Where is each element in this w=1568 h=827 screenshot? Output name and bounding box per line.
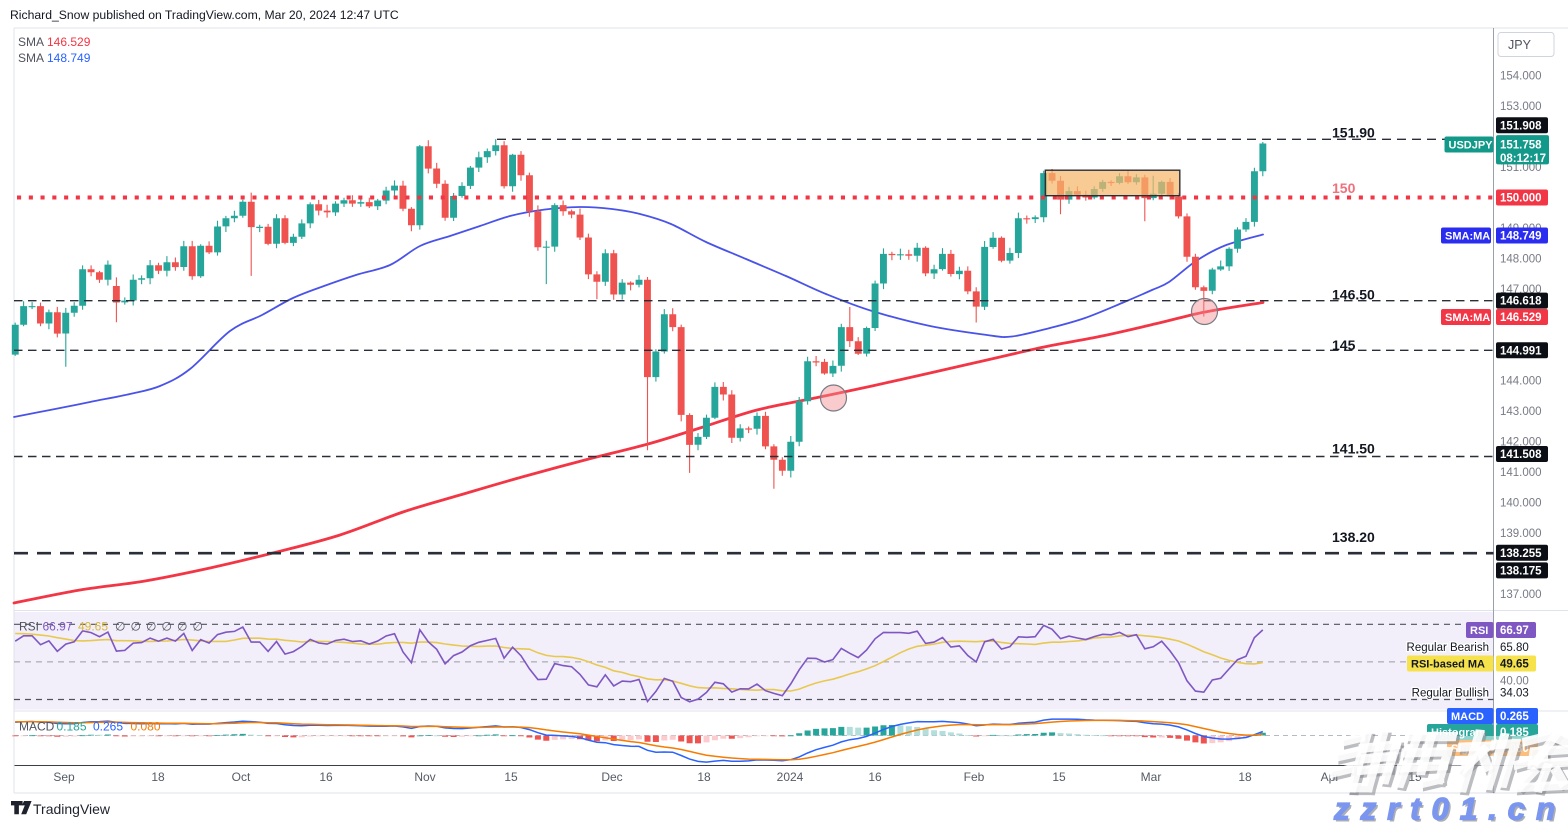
svg-text:150: 150 [1332, 180, 1356, 196]
svg-text:∅: ∅ [193, 620, 203, 634]
svg-text:15: 15 [1052, 770, 1066, 784]
svg-text:Regular Bullish: Regular Bullish [1412, 688, 1489, 700]
svg-text:∅: ∅ [131, 620, 141, 634]
svg-text:16: 16 [868, 770, 882, 784]
svg-text:18: 18 [151, 770, 165, 784]
svg-text:TradingView: TradingView [33, 801, 111, 817]
svg-text:146.529: 146.529 [47, 35, 91, 49]
svg-text:0.080: 0.080 [131, 720, 161, 734]
svg-text:144.000: 144.000 [1500, 376, 1542, 388]
svg-text:SMA: SMA [18, 35, 44, 49]
svg-text:MACD: MACD [1451, 711, 1484, 723]
svg-text:143.000: 143.000 [1500, 406, 1542, 418]
svg-text:JPY: JPY [1508, 38, 1532, 52]
svg-text:146.50: 146.50 [1332, 287, 1375, 303]
svg-text:Mar: Mar [1141, 770, 1162, 784]
svg-text:18: 18 [697, 770, 711, 784]
svg-text:RSI: RSI [1470, 625, 1488, 637]
svg-text:RSI-based MA: RSI-based MA [1411, 659, 1485, 671]
svg-text:148.749: 148.749 [47, 51, 91, 65]
svg-text:151.000: 151.000 [1500, 162, 1542, 174]
svg-text:08:12:17: 08:12:17 [1500, 153, 1546, 165]
svg-text:∅: ∅ [177, 620, 187, 634]
svg-text:141.508: 141.508 [1500, 449, 1542, 461]
svg-text:zzrt01.cn: zzrt01.cn [1333, 791, 1566, 827]
svg-text:2024: 2024 [777, 770, 804, 784]
svg-text:49.65: 49.65 [1500, 659, 1529, 671]
svg-text:146.618: 146.618 [1500, 296, 1542, 308]
svg-text:150.000: 150.000 [1500, 193, 1542, 205]
svg-text:15: 15 [504, 770, 518, 784]
svg-text:66.97: 66.97 [43, 620, 73, 634]
svg-text:145: 145 [1332, 337, 1356, 353]
svg-text:141.000: 141.000 [1500, 467, 1542, 479]
svg-text:148.000: 148.000 [1500, 254, 1542, 266]
svg-text:138.175: 138.175 [1500, 565, 1542, 577]
svg-text:153.000: 153.000 [1500, 101, 1542, 113]
svg-text:∅: ∅ [146, 620, 156, 634]
svg-text:16: 16 [319, 770, 333, 784]
svg-text:USDJPY: USDJPY [1449, 140, 1494, 152]
svg-text:40.00: 40.00 [1500, 676, 1529, 688]
svg-text:0.265: 0.265 [1500, 711, 1529, 723]
svg-text:Feb: Feb [964, 770, 985, 784]
svg-text:MACD: MACD [19, 720, 55, 734]
svg-text:∅: ∅ [162, 620, 172, 634]
svg-text:154.000: 154.000 [1500, 71, 1542, 83]
svg-text:138.255: 138.255 [1500, 548, 1542, 560]
svg-text:Sep: Sep [53, 770, 75, 784]
svg-text:137.000: 137.000 [1500, 589, 1542, 601]
svg-text:zzrt01.cn: zzrt01.cn [1335, 793, 1568, 827]
svg-text:SMA:MA: SMA:MA [1445, 231, 1490, 243]
svg-text:151.908: 151.908 [1500, 120, 1542, 132]
svg-text:Richard_Snow published on Trad: Richard_Snow published on TradingView.co… [10, 8, 399, 22]
svg-text:141.50: 141.50 [1332, 441, 1375, 457]
svg-text:139.000: 139.000 [1500, 528, 1542, 540]
svg-text:∅: ∅ [115, 620, 125, 634]
svg-text:140.000: 140.000 [1500, 498, 1542, 510]
svg-text:Regular Bearish: Regular Bearish [1407, 642, 1489, 654]
svg-text:Nov: Nov [414, 770, 435, 784]
svg-text:34.03: 34.03 [1500, 688, 1529, 700]
svg-text:Dec: Dec [601, 770, 622, 784]
svg-text:SMA: SMA [18, 51, 44, 65]
svg-text:151.758: 151.758 [1500, 140, 1542, 152]
svg-text:RSI: RSI [19, 620, 39, 634]
svg-text:Oct: Oct [232, 770, 251, 784]
svg-text:144.991: 144.991 [1500, 345, 1542, 357]
svg-text:18: 18 [1238, 770, 1252, 784]
svg-text:65.80: 65.80 [1500, 642, 1529, 654]
svg-text:138.20: 138.20 [1332, 529, 1375, 545]
svg-text:0.185: 0.185 [57, 720, 87, 734]
svg-text:148.749: 148.749 [1500, 231, 1542, 243]
svg-text:146.529: 146.529 [1500, 312, 1542, 324]
svg-text:142.000: 142.000 [1500, 437, 1542, 449]
svg-text:0.265: 0.265 [93, 720, 123, 734]
svg-text:SMA:MA: SMA:MA [1445, 312, 1490, 324]
svg-text:66.97: 66.97 [1500, 625, 1529, 637]
svg-text:151.90: 151.90 [1332, 124, 1375, 140]
svg-text:49.65: 49.65 [78, 620, 108, 634]
